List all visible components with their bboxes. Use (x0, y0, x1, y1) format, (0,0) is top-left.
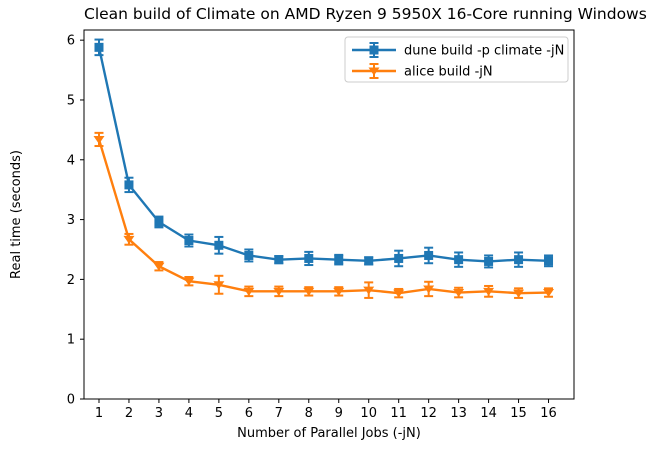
legend-label: dune build -p climate -jN (404, 44, 564, 59)
x-tick-label: 4 (185, 406, 193, 421)
legend-box (344, 36, 569, 83)
data-point-marker (513, 289, 525, 298)
data-point-marker (93, 135, 105, 144)
y-tick-label: 3 (67, 213, 75, 228)
x-tick-label: 6 (245, 406, 253, 421)
data-point-marker (334, 255, 344, 265)
x-tick-label: 12 (420, 406, 437, 421)
data-point-marker (303, 287, 315, 296)
plot-border (83, 29, 575, 400)
data-point-marker (214, 240, 224, 250)
x-tick-label: 1 (95, 406, 103, 421)
data-point-marker (124, 180, 134, 190)
data-point-marker (273, 287, 285, 296)
data-point-marker (304, 253, 314, 263)
y-axis-label: Real time (seconds) (9, 150, 24, 279)
data-point-marker (368, 67, 380, 76)
data-point-marker (393, 289, 405, 298)
y-tick-label: 5 (67, 93, 75, 108)
data-point-marker (364, 256, 374, 266)
data-point-marker (514, 255, 524, 265)
data-point-marker (184, 236, 194, 246)
legend: dune build -p climate -jN alice build -jN (344, 36, 569, 83)
data-point-marker (153, 262, 165, 271)
series-line (97, 139, 549, 295)
y-tick-label: 4 (67, 153, 75, 168)
data-point-marker (333, 287, 345, 296)
x-tick-label: 3 (155, 406, 163, 421)
data-point-marker (363, 286, 375, 295)
data-point-marker (274, 255, 284, 265)
data-point-marker (423, 285, 435, 294)
data-point-marker (94, 42, 104, 52)
x-tick-label: 7 (275, 406, 283, 421)
x-tick-label: 14 (480, 406, 497, 421)
x-axis: 1 2 3 4 5 6 7 8 9 10 11 12 13 14 15 16 (95, 399, 557, 421)
x-tick-label: 5 (215, 406, 223, 421)
x-tick-label: 13 (450, 406, 467, 421)
data-point-marker (123, 235, 135, 244)
y-tick-label: 2 (67, 273, 75, 288)
legend-entry: dune build -p climate -jN (352, 42, 564, 59)
data-point-marker (243, 287, 255, 296)
data-point-marker (543, 289, 555, 298)
data-point-marker (183, 277, 195, 286)
series-line (97, 47, 549, 263)
x-tick-label: 2 (125, 406, 133, 421)
legend-label: alice build -jN (404, 65, 493, 80)
x-tick-label: 15 (510, 406, 527, 421)
x-tick-label: 10 (360, 406, 377, 421)
data-point-marker (369, 45, 379, 55)
data-point-marker (244, 250, 254, 260)
series-triangle-down (93, 131, 555, 299)
x-tick-label: 16 (540, 406, 557, 421)
data-point-marker (154, 217, 164, 227)
data-point-marker (483, 287, 495, 296)
data-point-marker (394, 253, 404, 263)
x-axis-label: Number of Parallel Jobs (-jN) (237, 426, 421, 441)
x-tick-label: 9 (335, 406, 343, 421)
legend-entry: alice build -jN (352, 63, 493, 80)
x-tick-label: 8 (305, 406, 313, 421)
y-tick-label: 1 (67, 333, 75, 348)
y-tick-label: 0 (67, 393, 75, 408)
y-tick-label: 6 (67, 34, 75, 49)
data-point-marker (454, 255, 464, 265)
data-point-marker (424, 250, 434, 260)
data-point-marker (453, 289, 465, 298)
series-square (94, 38, 554, 269)
data-point-marker (213, 281, 225, 290)
chart-title: Clean build of Climate on AMD Ryzen 9 59… (84, 5, 651, 23)
y-axis: 0 1 2 3 4 5 6 (67, 34, 84, 408)
x-tick-label: 11 (390, 406, 407, 421)
data-point-marker (484, 256, 494, 266)
data-point-marker (544, 256, 554, 266)
